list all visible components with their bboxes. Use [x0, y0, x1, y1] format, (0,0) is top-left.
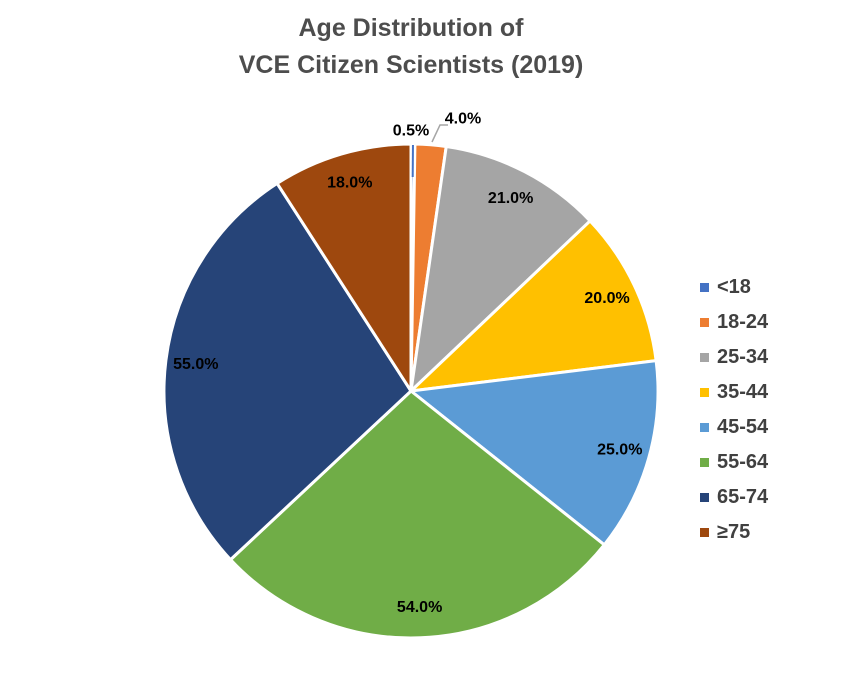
pie-slice-45-54 [409, 359, 660, 547]
label-leader-line-18-24 [431, 124, 448, 143]
pie-slice-65-74 [162, 181, 413, 562]
chart-title-line1: Age Distribution of [298, 14, 524, 42]
legend-label-55-64: 55-64 [717, 451, 769, 473]
legend-swatch-lt18 [700, 283, 709, 292]
slice-label-65-74: 55.0% [173, 356, 218, 373]
slice-label-≥75: 18.0% [327, 174, 372, 191]
pie-slice-35-44 [409, 219, 658, 393]
legend-item-65-74: 65-74 [700, 480, 768, 515]
legend-label-lt18: <18 [717, 276, 751, 298]
slice-label-55-64: 54.0% [397, 599, 442, 616]
legend-swatch-35-44 [700, 388, 709, 397]
chart-title: Age Distribution of VCE Citizen Scientis… [0, 10, 822, 84]
legend-swatch-25-34 [700, 353, 709, 362]
legend-item-45-54: 45-54 [700, 410, 768, 445]
legend-swatch-55-64 [700, 458, 709, 467]
pie-slice-55-64 [229, 389, 606, 640]
legend-item-25-34: 25-34 [700, 340, 768, 375]
legend-label-35-44: 35-44 [717, 381, 769, 403]
legend-label-18-24: 18-24 [717, 311, 769, 333]
legend-label-65-74: 65-74 [717, 486, 769, 508]
slice-label-25-34: 21.0% [488, 190, 533, 207]
pie-slice-≥75 [275, 142, 413, 393]
legend-label-25-34: 25-34 [717, 346, 769, 368]
slice-label-<18: 0.5% [393, 123, 429, 140]
legend-item-ge75: ≥75 [700, 515, 768, 550]
slice-label-45-54: 25.0% [597, 441, 642, 458]
legend-swatch-45-54 [700, 423, 709, 432]
legend-swatch-65-74 [700, 493, 709, 502]
legend: <18 18-24 25-34 35-44 45-54 55-64 65-74 [700, 270, 768, 550]
legend-item-35-44: 35-44 [700, 375, 768, 410]
legend-label-45-54: 45-54 [717, 416, 769, 438]
legend-label-ge75: ≥75 [717, 521, 751, 543]
slice-label-18-24: 4.0% [445, 111, 481, 128]
slice-label-35-44: 20.0% [584, 290, 629, 307]
legend-swatch-18-24 [700, 318, 709, 327]
legend-item-55-64: 55-64 [700, 445, 768, 480]
pie-slice-25-34 [409, 145, 592, 393]
legend-swatch-ge75 [700, 528, 709, 537]
legend-item-lt18: <18 [700, 270, 768, 305]
chart-title-line2: VCE Citizen Scientists (2019) [238, 51, 584, 79]
legend-item-18-24: 18-24 [700, 305, 768, 340]
